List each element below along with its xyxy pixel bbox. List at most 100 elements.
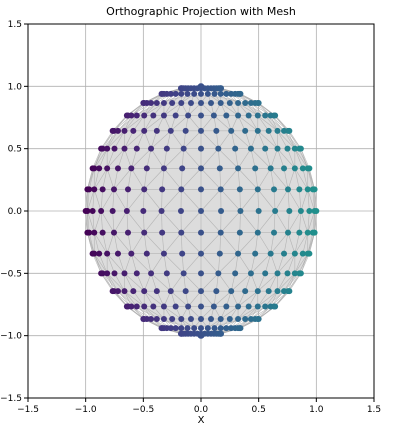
mesh-point bbox=[148, 145, 155, 152]
mesh-edge bbox=[254, 168, 259, 190]
mesh-edge bbox=[257, 168, 271, 190]
mesh-point bbox=[187, 100, 194, 107]
mesh-point bbox=[153, 288, 160, 295]
x-tick-label: −1.0 bbox=[75, 405, 97, 415]
mesh-point bbox=[254, 229, 261, 236]
mesh-edge bbox=[150, 273, 171, 292]
mesh-edge bbox=[106, 273, 125, 292]
mesh-edge bbox=[143, 189, 145, 212]
mesh-point bbox=[271, 186, 278, 193]
mesh-edge bbox=[163, 232, 182, 254]
mesh-edge bbox=[237, 115, 258, 132]
mesh-edge bbox=[294, 148, 304, 169]
mesh-edge bbox=[143, 210, 162, 233]
mesh-point bbox=[297, 145, 304, 152]
mesh-edge bbox=[237, 168, 259, 190]
mesh-edge bbox=[230, 130, 236, 149]
mesh-edge bbox=[277, 130, 288, 149]
mesh-point bbox=[191, 325, 198, 332]
mesh-edge bbox=[220, 168, 239, 190]
mesh-point bbox=[274, 145, 281, 152]
mesh-edge bbox=[106, 232, 115, 254]
mesh-point bbox=[128, 112, 135, 119]
mesh-point bbox=[160, 100, 167, 107]
mesh-edge bbox=[237, 253, 252, 274]
mesh-edge bbox=[98, 148, 108, 169]
mesh-point bbox=[237, 208, 244, 214]
mesh-edge bbox=[294, 168, 300, 190]
mesh-edge bbox=[257, 232, 271, 254]
mesh-point bbox=[143, 165, 150, 172]
mesh-edge bbox=[218, 253, 221, 274]
mesh-point bbox=[285, 186, 292, 193]
mesh-edge bbox=[131, 148, 138, 169]
mesh-point bbox=[210, 112, 217, 119]
mesh-edge bbox=[277, 148, 285, 169]
mesh-edge bbox=[187, 115, 202, 132]
mesh-edge bbox=[102, 273, 115, 292]
mesh-edge bbox=[106, 130, 119, 149]
mesh-edge bbox=[102, 130, 115, 149]
mesh-point bbox=[110, 186, 117, 193]
mesh-point bbox=[178, 315, 185, 322]
mesh-edge bbox=[144, 102, 165, 116]
mesh-edge bbox=[93, 189, 102, 212]
mesh-edge bbox=[113, 232, 132, 254]
mesh-edge bbox=[87, 210, 90, 233]
mesh-edge bbox=[287, 232, 296, 254]
mesh-edge bbox=[200, 168, 221, 190]
mesh-edge bbox=[218, 253, 239, 274]
mesh-edge bbox=[237, 290, 258, 307]
mesh-edge bbox=[143, 273, 152, 292]
mesh-point bbox=[274, 270, 281, 277]
mesh-edge bbox=[218, 273, 232, 292]
mesh-point bbox=[114, 250, 121, 257]
mesh-point bbox=[163, 145, 170, 152]
mesh-point bbox=[178, 100, 185, 107]
mesh-point bbox=[96, 250, 103, 257]
mesh-point bbox=[91, 186, 98, 193]
mesh-point bbox=[91, 229, 98, 236]
mesh-edge bbox=[237, 102, 258, 116]
mesh-point bbox=[247, 270, 254, 277]
mesh-point bbox=[99, 145, 106, 152]
mesh-point bbox=[148, 100, 155, 107]
mesh-edge bbox=[181, 148, 184, 169]
mesh-edge bbox=[287, 189, 302, 212]
mesh-edge bbox=[264, 115, 278, 132]
mesh-edge bbox=[92, 210, 95, 233]
mesh-point bbox=[198, 90, 204, 97]
mesh-point bbox=[242, 315, 249, 322]
mesh-point bbox=[185, 112, 192, 119]
mesh-point bbox=[208, 315, 215, 322]
mesh-point bbox=[159, 186, 166, 193]
mesh-point bbox=[150, 303, 157, 310]
mesh-point bbox=[235, 165, 242, 172]
x-axis: −1.5 −1.0 −0.5 0.0 0.5 1.0 1.5 bbox=[17, 398, 381, 415]
mesh-edge bbox=[257, 189, 276, 212]
mesh-edge bbox=[270, 232, 275, 254]
mesh-edge bbox=[277, 253, 296, 274]
mesh-point bbox=[99, 270, 106, 277]
mesh-point bbox=[198, 288, 204, 295]
mesh-point bbox=[172, 325, 179, 332]
mesh-edge bbox=[257, 290, 278, 307]
mesh-point bbox=[133, 145, 140, 152]
mesh-point bbox=[169, 315, 176, 322]
mesh-edge bbox=[143, 189, 162, 212]
mesh-edge bbox=[237, 232, 259, 254]
mesh-edge bbox=[124, 115, 145, 132]
mesh-edge bbox=[150, 273, 158, 292]
mesh-point bbox=[235, 100, 242, 107]
mesh-point bbox=[218, 85, 225, 92]
mesh-point bbox=[198, 100, 204, 107]
mesh-edge bbox=[268, 273, 278, 292]
mesh-point bbox=[198, 303, 204, 310]
mesh-edge bbox=[113, 210, 128, 233]
mesh-point bbox=[247, 315, 254, 322]
mesh-edge bbox=[131, 168, 145, 190]
mesh-edge bbox=[136, 273, 145, 292]
mesh-edge bbox=[100, 189, 103, 212]
mesh-edge bbox=[124, 290, 138, 307]
mesh-point bbox=[271, 229, 278, 236]
